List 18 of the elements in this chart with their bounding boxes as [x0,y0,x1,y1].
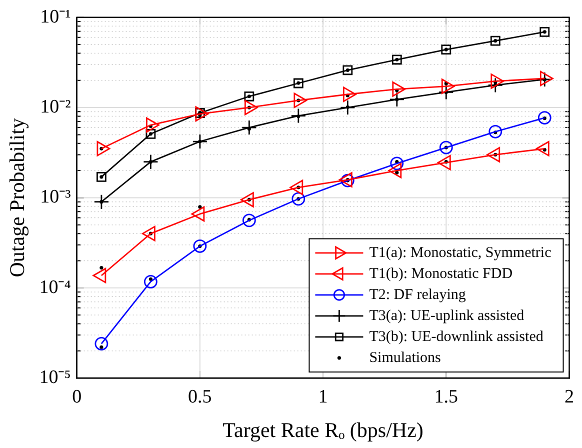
y-tick-label: 10⁻⁴ [39,276,72,298]
legend-label: T1(b): Monostatic FDD [369,266,513,282]
y-tick-label: 10⁻⁵ [39,366,71,388]
legend-label: Simulations [369,350,442,366]
y-tick-label: 10⁻² [40,96,72,118]
legend-label: T2: DF relaying [369,286,466,303]
x-tick-label: 0.5 [188,386,212,408]
legend-label: T3(b): UE-downlink assisted [369,328,544,345]
legend-label: T3(a): UE-uplink assisted [369,308,525,324]
y-tick-label: 10⁻¹ [40,6,72,28]
y-axis-title: Outage Probability [5,118,30,278]
x-tick-label: 1.5 [434,386,458,408]
x-tick-label: 1 [318,386,328,408]
y-tick-label: 10⁻³ [40,186,72,208]
legend-label: T1(a): Monostatic, Symmetric [369,244,552,261]
x-axis-title: Target Rate Rₒ (bps/Hz) [222,418,424,442]
x-tick-label: 0 [72,386,82,408]
x-tick-label: 2 [564,386,574,408]
